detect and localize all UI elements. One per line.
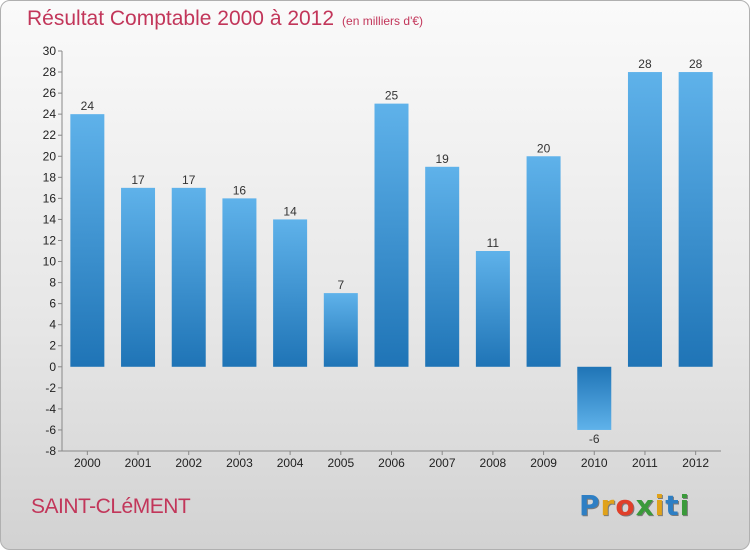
- y-tick-label: -4: [45, 402, 56, 416]
- bar-2009: [526, 156, 561, 367]
- y-tick-label: 30: [43, 44, 57, 58]
- data-label-2001: 17: [131, 173, 145, 187]
- y-tick-label: 16: [43, 191, 57, 205]
- x-tick-label: 2007: [429, 456, 456, 470]
- data-label-2002: 17: [182, 173, 196, 187]
- y-tick-label: -6: [45, 423, 56, 437]
- bar-2000: [70, 114, 105, 367]
- data-label-2007: 19: [436, 152, 450, 166]
- y-tick-label: 22: [43, 128, 57, 142]
- x-tick-label: 2010: [581, 456, 608, 470]
- chart-title: Résultat Comptable 2000 à 2012 (en millie…: [27, 7, 423, 31]
- y-tick-label: -2: [45, 381, 56, 395]
- title-text: Résultat Comptable 2000 à 2012: [27, 7, 335, 30]
- y-tick-label: 10: [43, 255, 57, 269]
- data-label-2011: 28: [638, 57, 652, 71]
- y-tick-label: -8: [45, 444, 56, 458]
- y-tick-label: 0: [49, 360, 56, 374]
- x-tick-label: 2001: [125, 456, 152, 470]
- x-tick-label: 2008: [480, 456, 507, 470]
- bar-2004: [273, 219, 308, 367]
- bars: [70, 72, 713, 430]
- bar-2011: [627, 72, 662, 367]
- data-label-2010: -6: [589, 432, 600, 446]
- data-label-2009: 20: [537, 141, 551, 155]
- y-tick-label: 2: [49, 339, 56, 353]
- logo-letter: r: [600, 489, 616, 522]
- x-tick-label: 2003: [226, 456, 253, 470]
- y-tick-label: 28: [43, 65, 57, 79]
- commune-name: SAINT-CLéMENT: [31, 495, 191, 518]
- x-tick-label: 2005: [327, 456, 354, 470]
- x-tick-label: 2011: [632, 456, 658, 470]
- data-label-2012: 28: [689, 57, 703, 71]
- bar-2003: [222, 198, 257, 367]
- proxiti-logo: Proxiti: [579, 489, 690, 522]
- x-tick-label: 2006: [378, 456, 405, 470]
- logo-letter: o: [615, 489, 636, 522]
- x-tick-label: 2012: [682, 456, 709, 470]
- x-tick-label: 2009: [530, 456, 557, 470]
- y-tick-label: 4: [49, 318, 56, 332]
- y-tick-label: 6: [49, 297, 56, 311]
- logo-letter: P: [579, 489, 601, 522]
- y-tick-label: 8: [49, 276, 56, 290]
- data-label-2008: 11: [487, 236, 500, 250]
- y-tick-label: 18: [43, 170, 57, 184]
- bar-2002: [171, 187, 206, 367]
- y-tick-label: 14: [43, 212, 57, 226]
- y-tick-label: 20: [43, 149, 57, 163]
- y-tick-label: 24: [43, 107, 57, 121]
- y-tick-label: 26: [43, 86, 57, 100]
- bar-2012: [678, 72, 713, 367]
- y-tick-label: 12: [43, 233, 57, 247]
- data-label-2003: 16: [233, 183, 247, 197]
- logo-letter: x: [635, 489, 655, 522]
- x-tick-label: 2002: [175, 456, 202, 470]
- x-tick-label: 2000: [74, 456, 101, 470]
- data-label-2000: 24: [81, 99, 95, 113]
- chart-subtitle: (en milliers d'€): [342, 14, 424, 28]
- bar-2005: [323, 293, 358, 367]
- data-label-2004: 14: [283, 204, 297, 218]
- data-labels: 24 17 17 16 14 7 25 19 11 20 -6 28 28: [81, 57, 703, 446]
- bar-2010: [577, 366, 612, 430]
- bar-2007: [425, 166, 460, 367]
- logo-letter: t: [665, 489, 680, 522]
- data-label-2006: 25: [385, 89, 399, 103]
- bar-2006: [374, 103, 409, 367]
- logo-letter: i: [679, 489, 691, 522]
- logo-letter: i: [654, 489, 666, 522]
- data-label-2005: 7: [337, 278, 344, 292]
- x-tick-label: 2004: [277, 456, 304, 470]
- bar-2008: [475, 251, 510, 367]
- bar-2001: [121, 187, 156, 367]
